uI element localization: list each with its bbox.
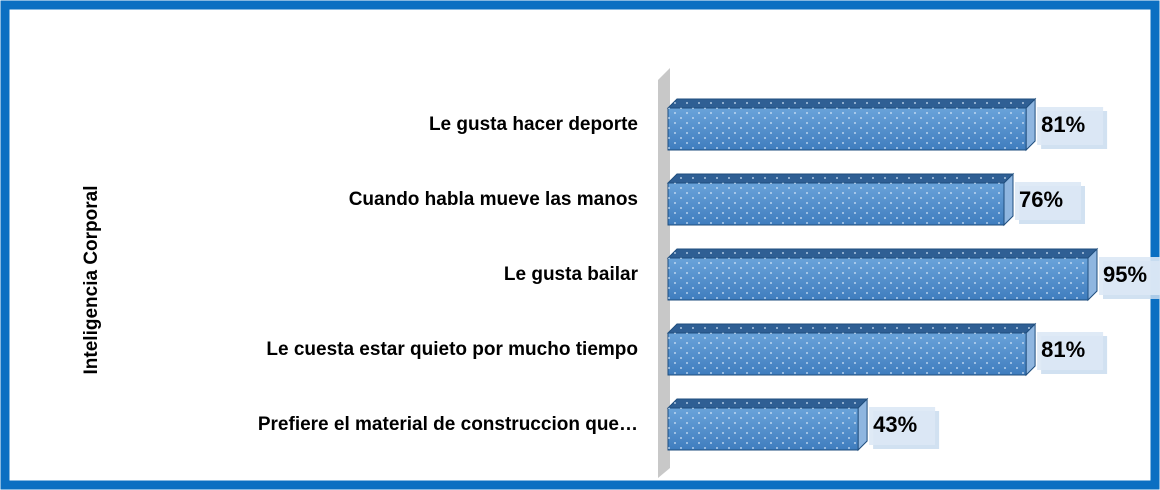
bar [666, 172, 1015, 227]
bar-front-dots [668, 108, 1027, 150]
bar-side [1087, 247, 1098, 302]
bar-front-dots [668, 258, 1088, 300]
bar [666, 97, 1037, 152]
value-label-bg [1099, 257, 1160, 295]
bar-side [1025, 97, 1036, 152]
bar-side [1025, 322, 1036, 377]
bar-side [857, 397, 868, 452]
bar-top-dots [668, 99, 1036, 108]
bar-top-dots [668, 174, 1013, 183]
category-label: Le cuesta estar quieto por mucho tiempo [266, 339, 638, 360]
bar [666, 247, 1099, 302]
bar-top-dots [668, 249, 1097, 258]
bar [666, 322, 1037, 377]
bar-top-dots [668, 324, 1036, 333]
bar-front-dots [668, 408, 859, 450]
bar-front-dots [668, 183, 1004, 225]
bar-top-dots [668, 399, 868, 408]
value-label: 81% [1041, 337, 1085, 362]
wall [658, 68, 670, 478]
y-axis-title: Inteligencia Corporal [81, 186, 102, 375]
value-label-bg [1037, 107, 1104, 145]
category-label: Le gusta hacer deporte [429, 114, 638, 135]
value-label-bg [1037, 332, 1104, 370]
category-label: Cuando habla mueve las manos [349, 189, 638, 210]
bar [666, 397, 869, 452]
bar-front-dots [668, 333, 1027, 375]
value-label: 76% [1019, 187, 1063, 212]
value-label-bg [1015, 182, 1081, 220]
value-label: 81% [1041, 112, 1085, 137]
value-label: 43% [873, 412, 917, 437]
value-label-bg [869, 407, 936, 445]
bar-side [1003, 172, 1014, 227]
category-label: Le gusta bailar [504, 264, 639, 285]
value-label: 95% [1103, 262, 1147, 287]
category-label: Prefiere el material de construccion que… [258, 414, 638, 435]
